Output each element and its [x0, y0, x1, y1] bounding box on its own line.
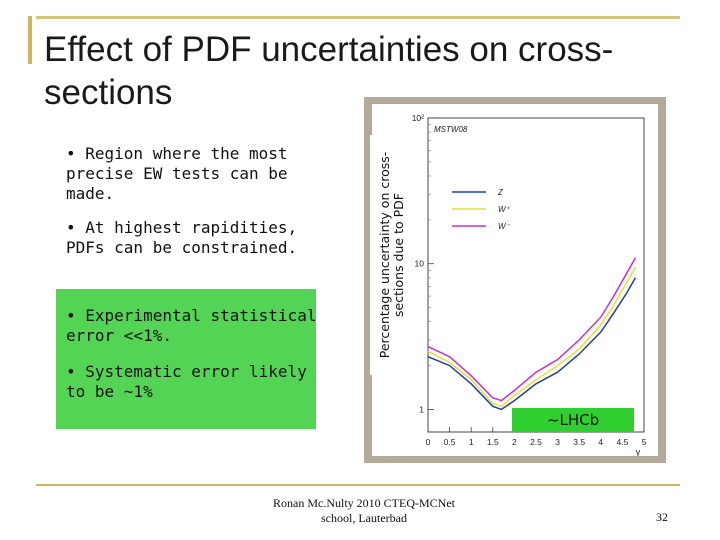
plot-axes-box — [427, 117, 645, 433]
x-axis-label: y — [636, 447, 641, 456]
bullet-systematic-error: • Systematic error likely to be ~1% — [66, 362, 307, 401]
left-accent-bar — [28, 16, 32, 64]
slide-title: Effect of PDF uncertainties on cross-sec… — [44, 30, 614, 112]
x-tick-label: 3.5 — [573, 437, 585, 447]
pdf-uncertainty-plot: 0 0.5 1 1.5 2 2.5 3 3.5 4 4.5 5 1 10 10² y MSTW08 Z W⁺ W⁻ — [372, 104, 658, 457]
x-tick-label: 0.5 — [444, 437, 456, 447]
series-line — [427, 257, 637, 402]
x-tick-label: 5 — [642, 437, 647, 447]
highlight-bullet-list: • Experimental statistical error <<1%. •… — [66, 306, 318, 418]
series-line — [427, 277, 637, 411]
y-tick-label: 10² — [412, 113, 424, 123]
x-tick-label: 2 — [512, 437, 517, 447]
y-axis-label: Percentage uncertainty on cross-sections… — [377, 151, 406, 359]
bullet-precise-ew: • Region where the most precise EW tests… — [66, 144, 288, 203]
page-number: 32 — [656, 510, 668, 524]
x-tick-label: 1.5 — [487, 437, 499, 447]
legend-entry: W⁺ — [498, 205, 511, 214]
bullet-list: • Region where the most precise EW tests… — [66, 144, 328, 272]
x-tick-label: 4.5 — [616, 437, 628, 447]
bullet-high-rapidity: • At highest rapidities, PDFs can be con… — [66, 218, 298, 257]
x-tick-label: 3 — [555, 437, 560, 447]
lhcb-label: ~LHCb — [546, 411, 600, 429]
footer-credit: Ronan Mc.Nulty 2010 CTEQ-MCNet school, L… — [240, 496, 488, 526]
y-tick-label: 10 — [415, 259, 425, 269]
x-tick-label: 4 — [598, 437, 603, 447]
bullet-statistical-error: • Experimental statistical error <<1%. — [66, 306, 317, 345]
legend-entry: W⁻ — [498, 222, 511, 231]
plot-svg: 0 0.5 1 1.5 2 2.5 3 3.5 4 4.5 5 1 10 10² y MSTW08 Z W⁺ W⁻ — [412, 113, 647, 457]
lhcb-acceptance-badge: ~LHCb — [512, 408, 634, 432]
y-axis-label-box: Percentage uncertainty on cross-sections… — [370, 135, 414, 375]
footer-rule — [36, 484, 680, 486]
top-accent-rule — [36, 16, 680, 19]
highlight-box — [56, 289, 316, 429]
x-tick-label: 0 — [426, 437, 431, 447]
y-tick-label: 1 — [419, 404, 424, 414]
series-line — [427, 266, 637, 408]
legend-entry: Z — [497, 188, 504, 197]
footer-line-1: Ronan Mc.Nulty 2010 CTEQ-MCNet — [273, 496, 455, 510]
x-tick-label: 2.5 — [530, 437, 542, 447]
x-tick-label: 1 — [469, 437, 474, 447]
plot-tag-label: MSTW08 — [434, 125, 468, 134]
footer-line-2: school, Lauterbad — [321, 511, 407, 525]
